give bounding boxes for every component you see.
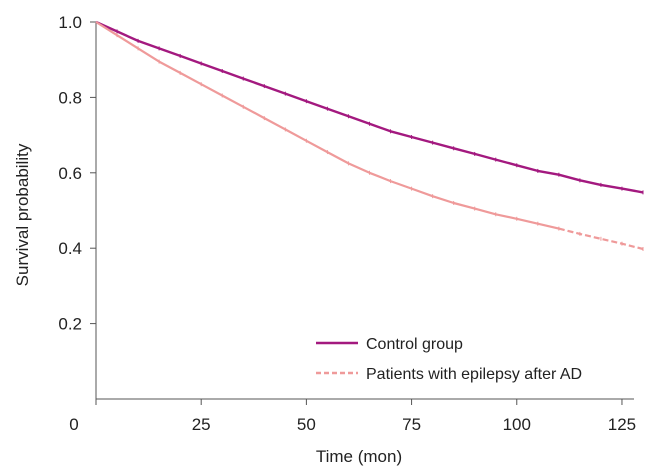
series-line-epilepsy (95, 21, 560, 230)
x-tick-label: 125 (608, 415, 636, 434)
y-axis-label: Survival probability (13, 143, 32, 286)
y-ticks: 0.2 0.4 0.6 0.8 1.0 (58, 13, 96, 334)
x-axis-label: Time (mon) (316, 447, 402, 466)
x-tick-label: 25 (192, 415, 211, 434)
y-tick-label: 0.8 (58, 88, 82, 107)
x-tick-label: 100 (503, 415, 531, 434)
legend-label-epilepsy: Patients with epilepsy after AD (366, 366, 582, 383)
x-tick-label: 75 (402, 415, 421, 434)
y-tick-label: 0.4 (58, 239, 82, 258)
x-tick-label: 50 (297, 415, 316, 434)
axes (95, 22, 634, 400)
series-layer (95, 20, 644, 251)
x-ticks: 25 50 75 100 125 (95, 399, 636, 434)
legend-label-control: Control group (366, 336, 463, 353)
y-tick-label: 1.0 (58, 13, 82, 32)
y-tick-label: 0.2 (58, 315, 82, 334)
y-tick-label: 0.6 (58, 164, 82, 183)
y-zero-label: 0 (69, 415, 78, 434)
series-line-epilepsy-tail (558, 227, 644, 251)
series-line-control (95, 20, 644, 194)
legend: Control group Patients with epilepsy aft… (316, 336, 582, 383)
